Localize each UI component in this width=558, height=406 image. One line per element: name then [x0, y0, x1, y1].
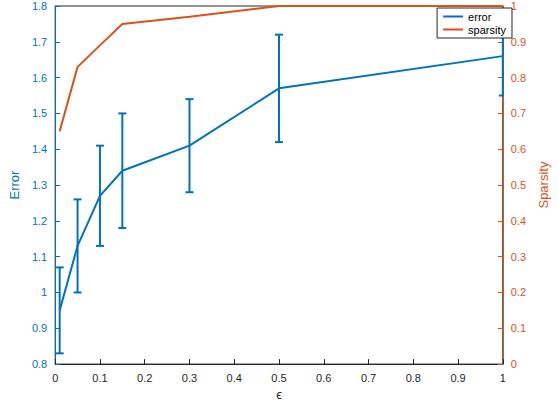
svg-text:1: 1 [41, 286, 47, 298]
svg-text:0.8: 0.8 [511, 72, 526, 84]
svg-text:0.5: 0.5 [271, 372, 286, 384]
svg-text:Sparsity: Sparsity [536, 161, 551, 208]
svg-text:0: 0 [511, 358, 517, 370]
svg-text:0.7: 0.7 [511, 107, 526, 119]
svg-text:Error: Error [7, 170, 22, 200]
svg-text:1.4: 1.4 [32, 143, 47, 155]
svg-text:sparsity: sparsity [468, 24, 506, 36]
svg-text:1.6: 1.6 [32, 72, 47, 84]
svg-text:1.1: 1.1 [32, 251, 47, 263]
svg-text:1: 1 [510, 0, 517, 12]
svg-text:0.2: 0.2 [511, 286, 526, 298]
svg-text:1: 1 [500, 372, 506, 384]
svg-text:ϵ: ϵ [276, 387, 282, 402]
svg-text:1.7: 1.7 [32, 36, 47, 48]
svg-text:0.4: 0.4 [511, 215, 526, 227]
svg-text:0.4: 0.4 [227, 372, 242, 384]
svg-text:1.8: 1.8 [32, 0, 47, 12]
svg-text:1.5: 1.5 [32, 107, 47, 119]
svg-text:1.2: 1.2 [32, 215, 47, 227]
svg-text:0.2: 0.2 [137, 372, 152, 384]
svg-text:0.3: 0.3 [182, 372, 197, 384]
svg-text:0.7: 0.7 [361, 372, 376, 384]
svg-text:0.9: 0.9 [511, 36, 526, 48]
svg-text:0.5: 0.5 [511, 179, 526, 191]
svg-text:0.1: 0.1 [92, 372, 107, 384]
svg-text:0.8: 0.8 [406, 372, 421, 384]
svg-text:0.6: 0.6 [316, 372, 331, 384]
svg-text:error: error [468, 11, 492, 23]
svg-text:0.9: 0.9 [32, 322, 47, 334]
svg-text:0: 0 [52, 372, 58, 384]
svg-text:0.8: 0.8 [32, 358, 47, 370]
svg-text:0.9: 0.9 [450, 372, 465, 384]
svg-text:1.3: 1.3 [32, 179, 47, 191]
svg-text:0.1: 0.1 [511, 322, 526, 334]
svg-text:0.6: 0.6 [511, 143, 526, 155]
svg-text:0.3: 0.3 [511, 251, 526, 263]
